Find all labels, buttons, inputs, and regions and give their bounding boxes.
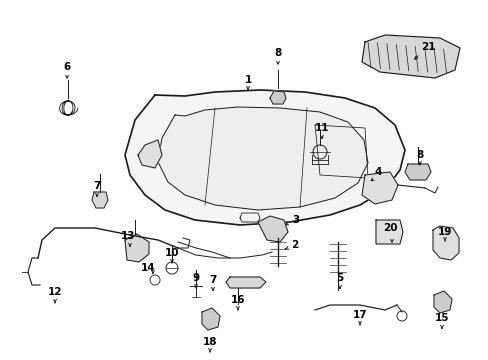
Polygon shape xyxy=(225,277,265,288)
Text: 17: 17 xyxy=(352,310,366,320)
Text: 19: 19 xyxy=(437,227,451,237)
Polygon shape xyxy=(138,140,162,168)
Text: 12: 12 xyxy=(48,287,62,297)
Text: 2: 2 xyxy=(291,240,298,250)
Polygon shape xyxy=(258,216,287,242)
Text: 20: 20 xyxy=(382,223,396,233)
Text: 18: 18 xyxy=(203,337,217,347)
Text: 5: 5 xyxy=(336,273,343,283)
Text: 11: 11 xyxy=(314,123,328,133)
Text: 6: 6 xyxy=(63,62,70,72)
Text: 15: 15 xyxy=(434,313,448,323)
Text: 8: 8 xyxy=(415,150,423,160)
Polygon shape xyxy=(202,308,220,330)
Text: 14: 14 xyxy=(141,263,155,273)
Text: 8: 8 xyxy=(274,48,281,58)
Polygon shape xyxy=(361,35,459,78)
Text: 4: 4 xyxy=(373,167,381,177)
Polygon shape xyxy=(125,234,149,262)
Polygon shape xyxy=(269,91,285,104)
Text: 7: 7 xyxy=(209,275,216,285)
Text: 9: 9 xyxy=(192,273,199,283)
Text: 10: 10 xyxy=(164,248,179,258)
Text: 16: 16 xyxy=(230,295,245,305)
Text: 1: 1 xyxy=(244,75,251,85)
Text: 13: 13 xyxy=(121,231,135,241)
Polygon shape xyxy=(361,172,397,204)
Polygon shape xyxy=(404,164,430,180)
Polygon shape xyxy=(125,90,404,225)
Polygon shape xyxy=(92,192,108,208)
Polygon shape xyxy=(375,220,402,244)
Polygon shape xyxy=(433,291,451,313)
Polygon shape xyxy=(158,107,367,210)
Text: 7: 7 xyxy=(93,181,101,191)
Text: 21: 21 xyxy=(420,42,434,52)
Text: 3: 3 xyxy=(292,215,299,225)
Polygon shape xyxy=(432,226,458,260)
